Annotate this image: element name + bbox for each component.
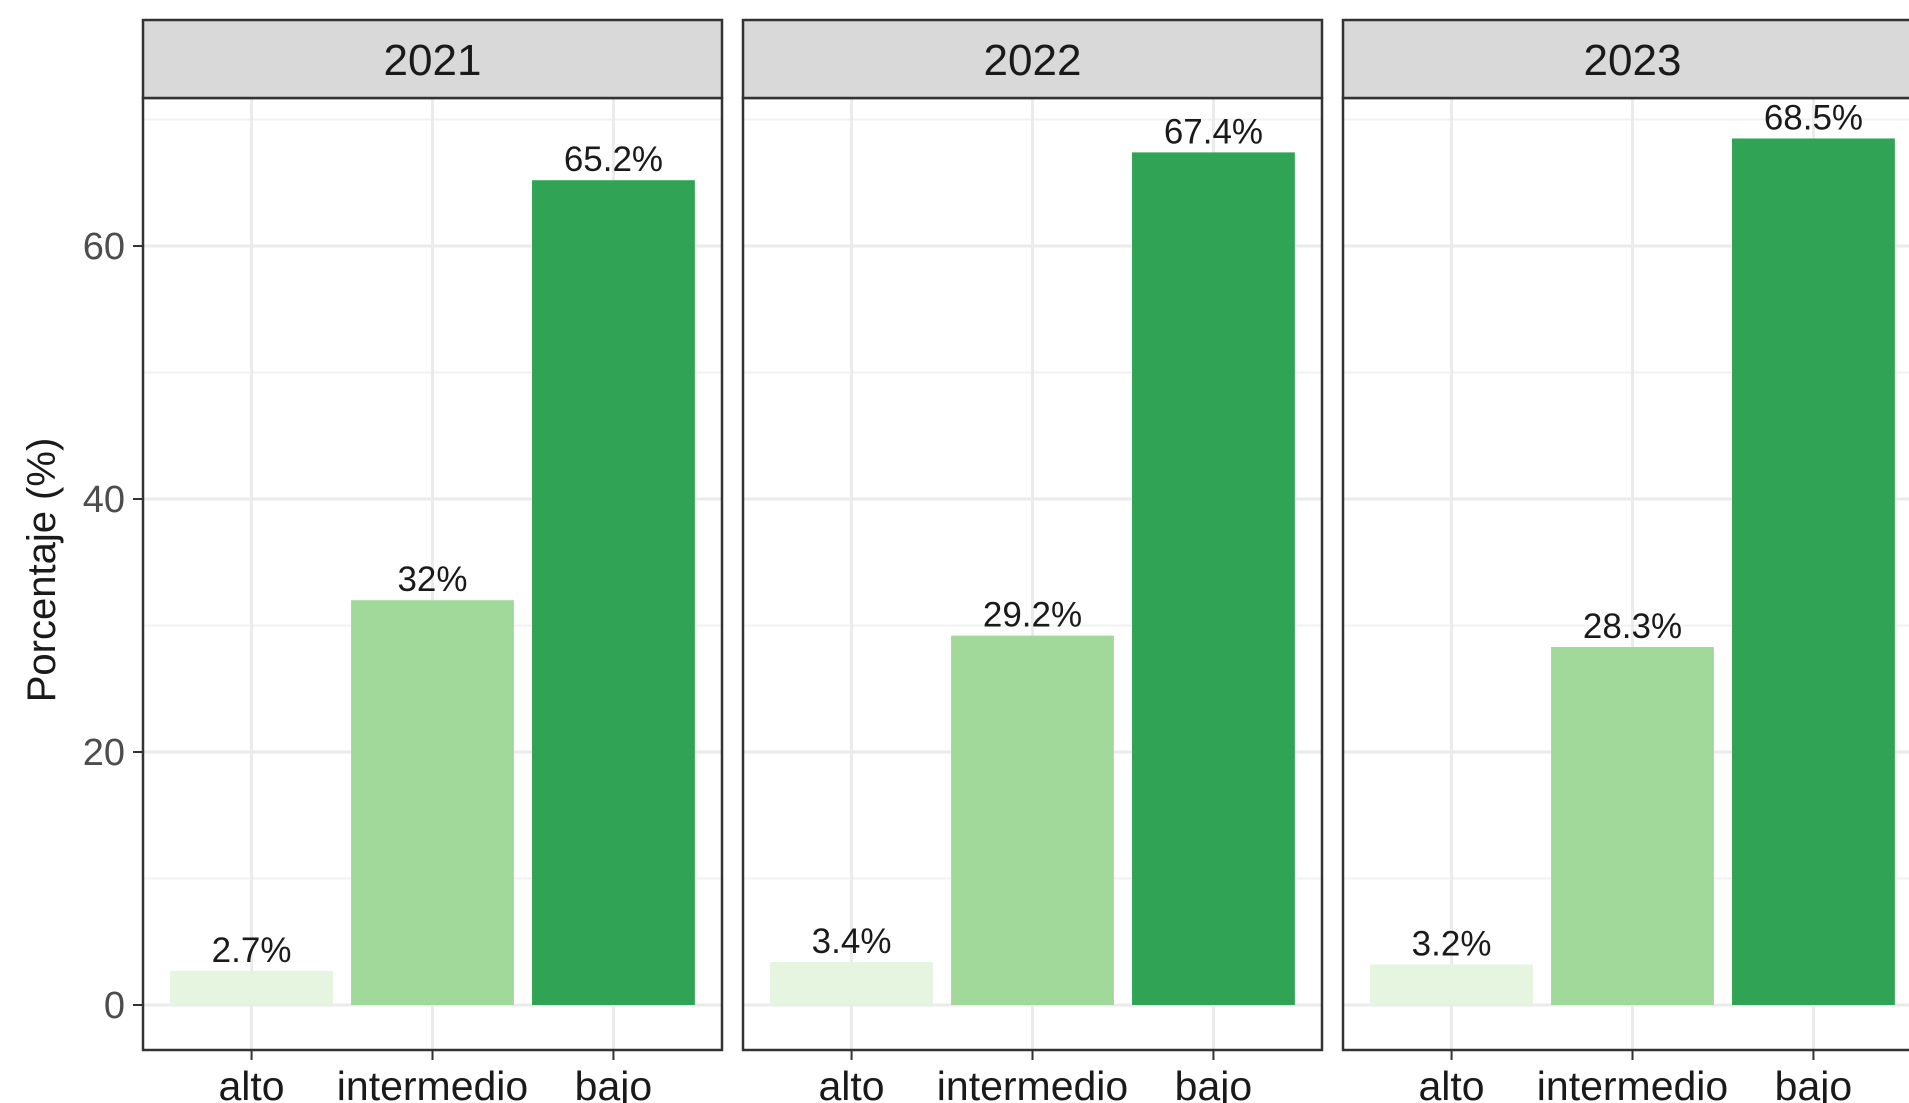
bar-value-label: 67.4% bbox=[1164, 112, 1263, 151]
bar-value-label: 68.5% bbox=[1764, 98, 1863, 137]
x-tick-label: bajo bbox=[1175, 1063, 1253, 1103]
facet-strip-label: 2022 bbox=[984, 36, 1082, 85]
facet-panel: 3.4% 29.2% 67.4% 2022 alto intermedio bajo bbox=[741, 18, 1324, 1103]
facet-strip bbox=[141, 18, 724, 100]
bar-value-label: 3.4% bbox=[812, 922, 892, 961]
bar-intermedio bbox=[1551, 647, 1714, 1005]
facet-panel: 3.2% 28.3% 68.5% 2023 alto intermedio bajo bbox=[1341, 18, 1909, 1103]
x-tick-label: alto bbox=[1419, 1063, 1485, 1103]
x-tick-label: alto bbox=[219, 1063, 285, 1103]
bar-value-label: 3.2% bbox=[1412, 925, 1492, 964]
bar-bajo bbox=[532, 180, 695, 1006]
y-tick-label: 60 bbox=[83, 226, 125, 268]
x-tick-label: intermedio bbox=[337, 1063, 528, 1103]
x-tick-label: bajo bbox=[575, 1063, 653, 1103]
x-tick-label: bajo bbox=[1775, 1063, 1853, 1103]
bar-intermedio bbox=[351, 600, 514, 1005]
x-tick-label: alto bbox=[819, 1063, 885, 1103]
bar-value-label: 2.7% bbox=[212, 931, 292, 970]
bar-alto bbox=[1370, 964, 1533, 1005]
bar-value-label: 32% bbox=[397, 560, 467, 599]
bar-bajo bbox=[1132, 152, 1295, 1005]
facet-strip bbox=[1341, 18, 1909, 100]
y-tick-label: 20 bbox=[83, 732, 125, 774]
facet-panel: 2.7% 32% 65.2% 2021 alto intermedio bajo bbox=[141, 18, 724, 1103]
facet-strip-label: 2023 bbox=[1584, 36, 1682, 85]
bar-bajo bbox=[1732, 138, 1895, 1006]
bar-intermedio bbox=[951, 635, 1114, 1005]
facet-strip bbox=[741, 18, 1324, 100]
y-tick-label: 40 bbox=[83, 479, 125, 521]
y-axis: 0 20 40 60 bbox=[83, 226, 143, 1027]
bar-value-label: 65.2% bbox=[564, 140, 663, 179]
y-tick-label: 0 bbox=[104, 985, 125, 1027]
facet-strip-label: 2021 bbox=[384, 36, 482, 85]
bar-alto bbox=[770, 961, 933, 1005]
x-tick-label: intermedio bbox=[937, 1063, 1128, 1103]
y-axis-label: Porcentaje (%) bbox=[20, 438, 64, 703]
bar-value-label: 29.2% bbox=[983, 596, 1082, 635]
x-tick-label: intermedio bbox=[1537, 1063, 1728, 1103]
bar-value-label: 28.3% bbox=[1583, 607, 1682, 646]
bar-alto bbox=[170, 970, 333, 1005]
facet-panels: 2.7% 32% 65.2% 2021 alto intermedio bajo 3.4% 29… bbox=[141, 18, 1909, 1103]
